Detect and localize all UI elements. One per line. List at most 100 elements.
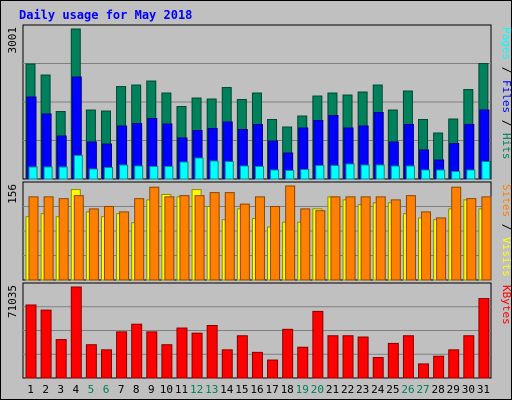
bar-kbytes-day-24: [372, 357, 384, 379]
x-tick-label-day-6: 6: [103, 383, 110, 396]
side-legend-item: Visits: [500, 237, 512, 277]
bar-pages-day-30: [466, 169, 476, 180]
x-tick-label-day-19: 19: [296, 383, 309, 396]
bar-sites-day-16: [254, 196, 265, 281]
bar-pages-day-31: [481, 161, 491, 180]
bar-sites-day-6: [103, 205, 114, 281]
bar-sites-day-8: [134, 198, 145, 281]
bar-pages-day-19: [300, 169, 310, 180]
bar-pages-day-4: [73, 155, 83, 180]
bar-kbytes-day-3: [55, 339, 67, 379]
bar-pages-day-21: [330, 165, 340, 180]
bar-kbytes-day-22: [342, 335, 354, 379]
bar-pages-day-15: [239, 165, 249, 180]
side-legend-kbytes: KBytes: [500, 285, 512, 325]
x-tick-label-day-13: 13: [205, 383, 218, 396]
bar-kbytes-day-15: [236, 335, 248, 379]
bar-pages-day-7: [119, 164, 129, 180]
x-tick-label-day-20: 20: [311, 383, 324, 396]
x-tick-label-day-25: 25: [386, 383, 399, 396]
bar-kbytes-day-14: [221, 349, 233, 379]
x-tick-label-day-9: 9: [148, 383, 155, 396]
bar-sites-day-31: [481, 196, 492, 281]
bar-pages-day-28: [436, 169, 446, 180]
bar-pages-day-14: [224, 161, 234, 180]
x-tick-label-day-11: 11: [175, 383, 188, 396]
bar-pages-day-26: [405, 165, 415, 180]
x-tick-label-day-2: 2: [42, 383, 49, 396]
bar-kbytes-day-8: [131, 323, 143, 379]
side-legend-item: Files: [500, 80, 512, 113]
bar-sites-day-1: [28, 196, 39, 281]
bar-pages-day-23: [360, 164, 370, 180]
bar-pages-day-3: [58, 166, 68, 180]
bar-pages-day-25: [390, 165, 400, 180]
bar-kbytes-day-23: [357, 336, 369, 379]
ymax-label: 156: [6, 184, 19, 204]
bar-sites-day-10: [164, 196, 175, 281]
bar-sites-day-3: [58, 198, 69, 281]
chart-title: Daily usage for May 2018: [19, 8, 193, 22]
bar-pages-day-13: [209, 160, 219, 180]
bar-sites-day-12: [194, 195, 205, 281]
x-tick-label-day-18: 18: [281, 383, 294, 396]
side-legend-item: /: [500, 217, 512, 237]
x-tick-label-day-30: 30: [462, 383, 475, 396]
bar-kbytes-day-20: [312, 310, 324, 379]
bar-kbytes-day-29: [448, 349, 460, 379]
bar-pages-day-10: [164, 166, 174, 180]
bar-kbytes-day-19: [297, 346, 309, 379]
bar-kbytes-day-1: [25, 304, 37, 379]
x-tick-label-day-17: 17: [265, 383, 278, 396]
x-tick-label-day-5: 5: [88, 383, 95, 396]
bar-sites-day-9: [149, 186, 160, 281]
bar-sites-day-28: [436, 217, 447, 281]
x-tick-label-day-1: 1: [27, 383, 34, 396]
bar-sites-day-13: [209, 192, 220, 281]
bar-kbytes-day-25: [387, 342, 399, 379]
bar-kbytes-day-12: [191, 332, 203, 379]
side-legend-item: Pages: [500, 27, 512, 60]
bar-sites-day-26: [405, 195, 416, 281]
x-tick-label-day-12: 12: [190, 383, 203, 396]
bar-kbytes-day-5: [85, 344, 97, 379]
bar-sites-day-17: [270, 205, 281, 281]
x-tick-label-day-23: 23: [356, 383, 369, 396]
ymax-label: 71035: [6, 285, 19, 318]
bar-pages-day-29: [451, 171, 461, 180]
bar-kbytes-day-4: [70, 286, 82, 379]
x-tick-label-day-26: 26: [401, 383, 414, 396]
x-tick-label-day-27: 27: [416, 383, 429, 396]
x-tick-label-day-10: 10: [160, 383, 173, 396]
bar-kbytes-day-17: [267, 359, 279, 379]
x-tick-label-day-3: 3: [57, 383, 64, 396]
bar-sites-day-18: [285, 185, 296, 281]
bar-kbytes-day-30: [463, 335, 475, 379]
bar-kbytes-day-2: [40, 309, 52, 379]
bar-kbytes-day-13: [206, 324, 218, 379]
bar-kbytes-day-16: [251, 351, 263, 379]
x-tick-label-day-28: 28: [432, 383, 445, 396]
bar-sites-day-29: [451, 186, 462, 281]
bar-pages-day-18: [285, 170, 295, 180]
ymax-label: 3001: [6, 27, 19, 54]
bar-pages-day-5: [88, 168, 98, 180]
bar-sites-day-21: [330, 196, 341, 281]
bar-kbytes-day-7: [116, 331, 128, 379]
bar-sites-day-30: [466, 198, 477, 281]
bar-kbytes-day-9: [146, 331, 158, 379]
side-legend-hits-files-pages: Pages / Files / Hits: [500, 27, 512, 160]
bar-pages-day-20: [315, 165, 325, 180]
bar-sites-day-22: [345, 196, 356, 281]
x-tick-label-day-7: 7: [118, 383, 125, 396]
bar-sites-day-19: [300, 208, 311, 281]
bar-sites-day-25: [390, 199, 401, 281]
side-legend-item: /: [500, 113, 512, 133]
bar-pages-day-11: [179, 161, 189, 180]
side-legend-item: KBytes: [500, 285, 512, 325]
side-legend-visits-sites: Sites / Visits: [500, 184, 512, 277]
bar-pages-day-17: [270, 169, 280, 180]
bar-sites-day-27: [421, 211, 432, 281]
x-tick-label-day-15: 15: [235, 383, 248, 396]
bar-sites-day-14: [224, 192, 235, 281]
